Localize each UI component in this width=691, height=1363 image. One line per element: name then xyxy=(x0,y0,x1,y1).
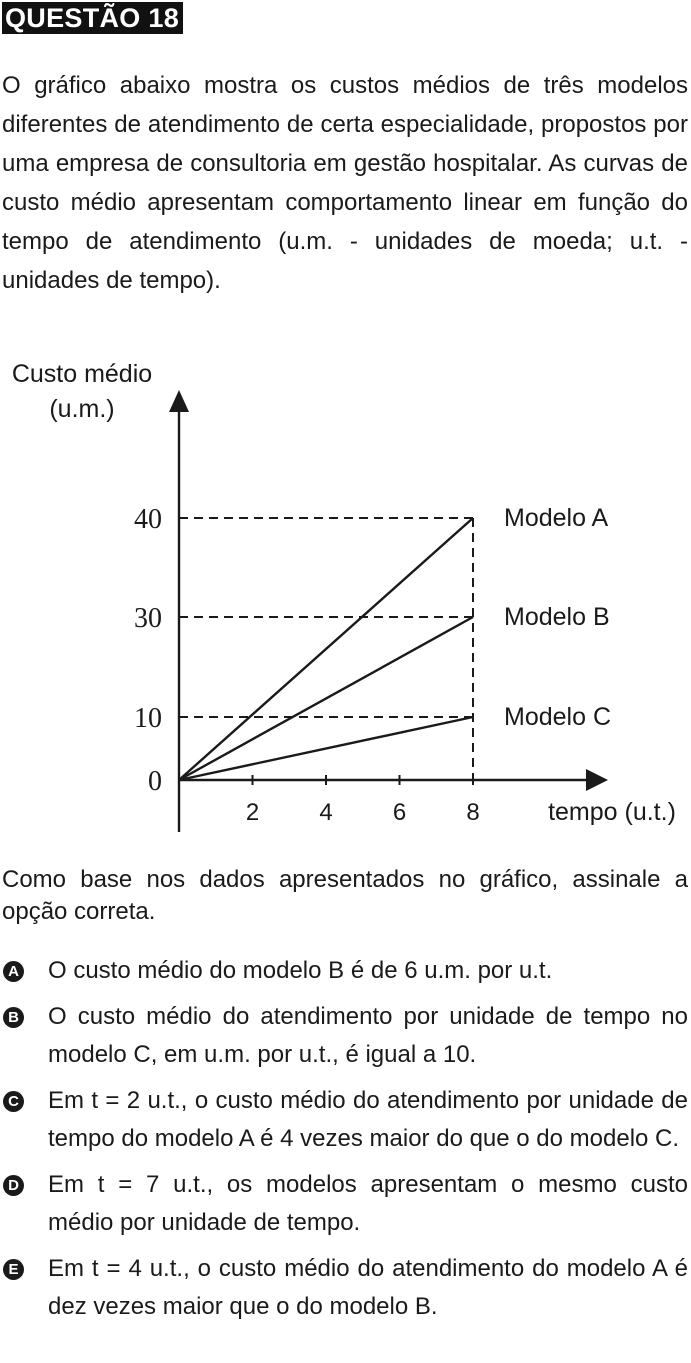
x-tick-label: 6 xyxy=(393,799,406,826)
question-header: QUESTÃO 18 xyxy=(2,2,184,34)
question-title: QUESTÃO 18 xyxy=(2,2,184,34)
option-c-text: Em t = 2 u.t., o custo médio do atendime… xyxy=(48,1087,688,1152)
option-a-badge: A xyxy=(3,961,24,982)
series-label-modelo-b: Modelo B xyxy=(504,603,610,631)
option-e[interactable]: E Em t = 4 u.t., o custo médio do atendi… xyxy=(0,1250,688,1326)
option-b-badge: B xyxy=(3,1007,24,1028)
series-label-modelo-a: Modelo A xyxy=(504,504,609,532)
option-d[interactable]: D Em t = 7 u.t., os modelos apresentam o… xyxy=(0,1166,688,1242)
option-d-badge: D xyxy=(3,1175,24,1196)
series-line-modelo-a xyxy=(178,517,474,781)
cost-chart: Custo médio (u.m.) 2 4 6 8 0 10 30 40 tempo (u.t.)… xyxy=(12,360,676,832)
answer-options: A O custo médio do modelo B é de 6 u.m. … xyxy=(0,952,691,1326)
question-prompt: Como base nos dados apresentados no gráf… xyxy=(2,866,688,925)
y-tick-label: 0 xyxy=(148,766,162,797)
series-label-modelo-c: Modelo C xyxy=(504,703,611,731)
question-intro: O gráfico abaixo mostra os custos médios… xyxy=(2,72,688,294)
x-axis-arrowhead xyxy=(586,769,608,791)
option-c-badge: C xyxy=(3,1091,24,1112)
series-line-modelo-c xyxy=(178,715,474,782)
option-c[interactable]: C Em t = 2 u.t., o custo médio do atendi… xyxy=(0,1082,688,1158)
option-b-text: O custo médio do atendimento por unidade… xyxy=(48,1003,688,1068)
option-a[interactable]: A O custo médio do modelo B é de 6 u.m. … xyxy=(0,952,688,990)
option-e-badge: E xyxy=(3,1259,24,1280)
y-axis-label-line1: Custo médio xyxy=(12,360,152,388)
x-tick-label: 4 xyxy=(319,799,332,826)
x-tick-label: 8 xyxy=(466,799,479,826)
y-tick-label: 30 xyxy=(134,603,162,634)
y-tick-label: 40 xyxy=(134,504,162,535)
x-axis-label: tempo (u.t.) xyxy=(548,798,676,826)
option-d-text: Em t = 7 u.t., os modelos apresentam o m… xyxy=(48,1171,688,1236)
option-b[interactable]: B O custo médio do atendimento por unida… xyxy=(0,998,688,1074)
option-a-text: O custo médio do modelo B é de 6 u.m. po… xyxy=(48,957,553,984)
series-line-modelo-b xyxy=(178,615,474,782)
x-tick-label: 2 xyxy=(246,799,259,826)
y-tick-label: 10 xyxy=(134,703,162,734)
option-e-text: Em t = 4 u.t., o custo médio do atendime… xyxy=(48,1255,688,1320)
y-axis-arrowhead xyxy=(169,390,189,412)
y-axis-label-line2: (u.m.) xyxy=(49,395,114,423)
